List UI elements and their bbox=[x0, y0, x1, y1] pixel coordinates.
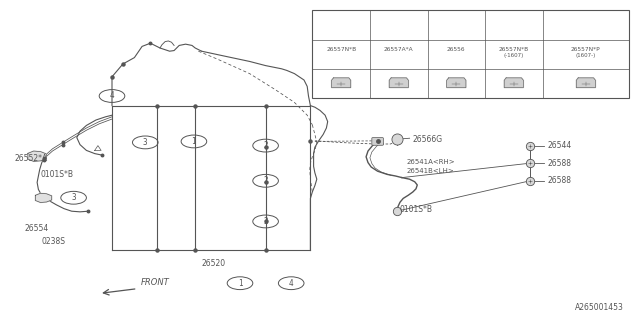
Polygon shape bbox=[389, 78, 408, 88]
Polygon shape bbox=[35, 193, 52, 203]
Text: FRONT: FRONT bbox=[141, 278, 170, 287]
Text: 1: 1 bbox=[339, 20, 344, 29]
Text: 1: 1 bbox=[191, 137, 196, 146]
Text: 26557N*P: 26557N*P bbox=[571, 47, 601, 52]
Polygon shape bbox=[332, 78, 351, 88]
Text: 26541A<RH>: 26541A<RH> bbox=[406, 159, 455, 164]
Polygon shape bbox=[447, 78, 466, 88]
Text: A265001453: A265001453 bbox=[575, 303, 624, 312]
Text: 26588: 26588 bbox=[547, 176, 572, 185]
Text: 0101S*B: 0101S*B bbox=[40, 170, 74, 179]
Text: 0101S*B: 0101S*B bbox=[400, 205, 433, 214]
Polygon shape bbox=[576, 78, 595, 88]
Text: 26557N*B: 26557N*B bbox=[326, 47, 356, 52]
Text: 26552*A: 26552*A bbox=[14, 154, 47, 163]
Text: (-1607): (-1607) bbox=[504, 53, 524, 58]
Text: 4: 4 bbox=[555, 20, 559, 29]
Text: 3: 3 bbox=[143, 138, 148, 147]
Text: 26520: 26520 bbox=[202, 260, 226, 268]
Text: 2: 2 bbox=[263, 141, 268, 150]
Text: 4: 4 bbox=[109, 92, 115, 100]
FancyBboxPatch shape bbox=[372, 138, 383, 145]
Text: 2: 2 bbox=[263, 217, 268, 226]
Text: 0238S: 0238S bbox=[42, 237, 65, 246]
Text: 1: 1 bbox=[237, 279, 243, 288]
Text: 26556: 26556 bbox=[447, 47, 465, 52]
Text: 26544: 26544 bbox=[547, 141, 572, 150]
Text: 3: 3 bbox=[71, 193, 76, 202]
Bar bbox=[312, 10, 629, 98]
Text: 2: 2 bbox=[263, 176, 268, 185]
Text: 26557A*A: 26557A*A bbox=[384, 47, 413, 52]
Text: 26541B<LH>: 26541B<LH> bbox=[406, 168, 454, 174]
Polygon shape bbox=[504, 78, 524, 88]
Text: 26557N*B: 26557N*B bbox=[499, 47, 529, 52]
Text: 3: 3 bbox=[454, 20, 459, 29]
Text: 26588: 26588 bbox=[547, 159, 572, 168]
Text: (1607-): (1607-) bbox=[576, 53, 596, 58]
Text: 26566G: 26566G bbox=[413, 135, 443, 144]
Polygon shape bbox=[28, 151, 46, 161]
Text: 26554: 26554 bbox=[24, 224, 49, 233]
Text: 2: 2 bbox=[397, 20, 401, 29]
Text: 4: 4 bbox=[289, 279, 294, 288]
